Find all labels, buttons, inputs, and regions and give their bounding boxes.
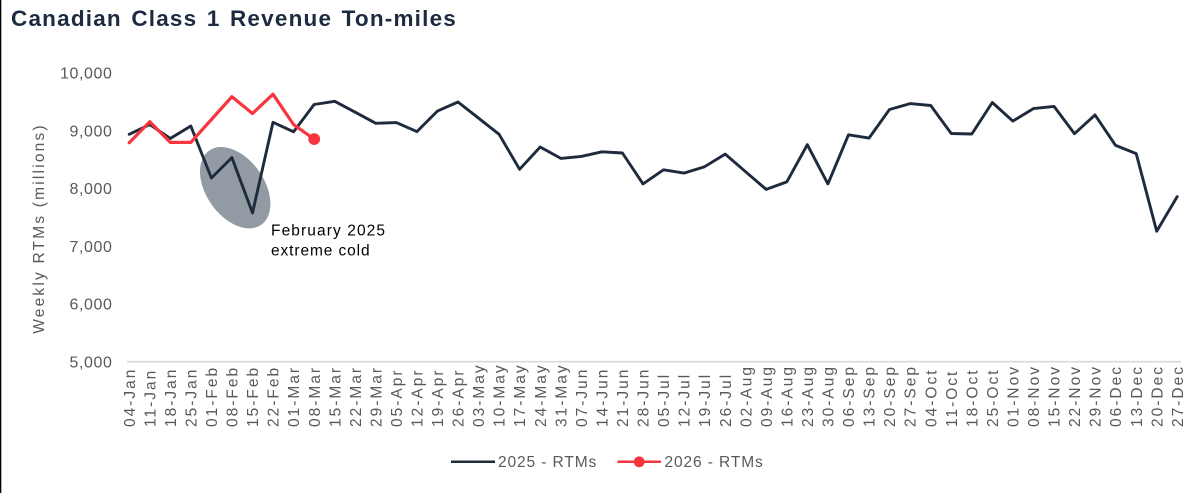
svg-text:31-May: 31-May [553,363,570,427]
svg-text:04-Jan: 04-Jan [122,368,139,427]
svg-text:06-Sep: 06-Sep [841,365,858,427]
svg-text:10-May: 10-May [492,363,509,427]
svg-text:29-Mar: 29-Mar [368,366,385,427]
svg-text:19-Apr: 19-Apr [430,368,447,427]
svg-text:February 2025: February 2025 [271,222,386,239]
svg-text:09-Aug: 09-Aug [759,365,776,427]
svg-text:2025 - RTMs: 2025 - RTMs [498,454,597,471]
svg-text:12-Jul: 12-Jul [677,373,694,427]
svg-text:23-Aug: 23-Aug [800,365,817,427]
svg-text:08-Nov: 08-Nov [1026,365,1043,427]
svg-text:05-Apr: 05-Apr [389,368,406,427]
svg-text:9,000: 9,000 [69,123,112,140]
svg-text:7,000: 7,000 [69,239,112,256]
svg-text:21-Jun: 21-Jun [615,368,632,427]
svg-text:03-May: 03-May [471,363,488,427]
svg-text:22-Feb: 22-Feb [266,366,283,427]
svg-text:02-Aug: 02-Aug [738,365,755,427]
svg-text:05-Jul: 05-Jul [656,373,673,427]
svg-text:17-May: 17-May [512,363,529,427]
svg-text:16-Aug: 16-Aug [779,365,796,427]
svg-text:15-Feb: 15-Feb [245,366,262,427]
svg-text:28-Jun: 28-Jun [636,368,653,427]
svg-text:04-Oct: 04-Oct [923,368,940,427]
svg-text:14-Jun: 14-Jun [595,368,612,427]
svg-text:26-Jul: 26-Jul [718,373,735,427]
svg-text:25-Jan: 25-Jan [183,368,200,427]
svg-text:30-Aug: 30-Aug [821,365,838,427]
svg-text:24-May: 24-May [533,363,550,427]
svg-text:extreme cold: extreme cold [271,243,371,260]
svg-text:01-Feb: 01-Feb [204,366,221,427]
svg-text:27-Dec: 27-Dec [1170,365,1187,427]
svg-text:8,000: 8,000 [69,181,112,198]
svg-text:Weekly RTMs (millions): Weekly RTMs (millions) [31,123,48,334]
svg-text:12-Apr: 12-Apr [410,368,427,427]
svg-text:08-Mar: 08-Mar [307,366,324,427]
svg-text:5,000: 5,000 [69,355,112,372]
svg-text:22-Nov: 22-Nov [1067,365,1084,427]
svg-text:18-Oct: 18-Oct [964,368,981,427]
svg-text:2026 - RTMs: 2026 - RTMs [665,454,764,471]
svg-text:06-Dec: 06-Dec [1108,365,1125,427]
svg-text:Canadian Class 1 Revenue Ton-m: Canadian Class 1 Revenue Ton-miles [11,6,457,31]
svg-text:22-Mar: 22-Mar [348,366,365,427]
svg-text:20-Dec: 20-Dec [1149,365,1166,427]
svg-text:15-Nov: 15-Nov [1047,365,1064,427]
svg-text:07-Jun: 07-Jun [574,368,591,427]
svg-text:26-Apr: 26-Apr [451,368,468,427]
svg-text:01-Mar: 01-Mar [286,366,303,427]
svg-text:15-Mar: 15-Mar [327,366,344,427]
svg-text:11-Jan: 11-Jan [142,369,159,427]
svg-text:08-Feb: 08-Feb [225,366,242,427]
svg-text:18-Jan: 18-Jan [163,368,180,427]
svg-text:13-Sep: 13-Sep [862,365,879,427]
svg-text:10,000: 10,000 [60,66,113,83]
svg-text:11-Oct: 11-Oct [944,370,961,427]
svg-text:6,000: 6,000 [69,297,112,314]
svg-text:13-Dec: 13-Dec [1129,365,1146,427]
svg-text:27-Sep: 27-Sep [903,365,920,427]
svg-text:01-Nov: 01-Nov [1005,365,1022,427]
svg-text:25-Oct: 25-Oct [985,368,1002,427]
svg-text:29-Nov: 29-Nov [1088,365,1105,427]
svg-text:19-Jul: 19-Jul [697,373,714,427]
svg-text:20-Sep: 20-Sep [882,365,899,427]
